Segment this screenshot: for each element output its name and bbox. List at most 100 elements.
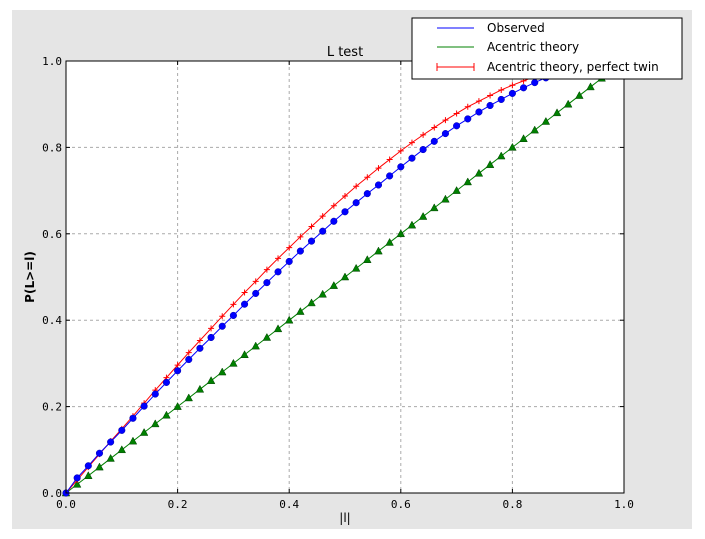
data-point: [397, 163, 405, 171]
x-tick-label: 0.0: [56, 498, 76, 511]
data-point: [117, 445, 127, 454]
data-point: [296, 247, 304, 255]
y-tick-label: 0.2: [42, 401, 62, 414]
data-point: [541, 116, 551, 125]
data-point: [386, 156, 393, 163]
data-point: [330, 202, 337, 209]
data-point: [475, 98, 482, 105]
data-point: [408, 154, 416, 162]
data-point: [329, 281, 339, 289]
data-point: [174, 362, 181, 369]
data-point: [342, 193, 348, 199]
x-tick-label: 0.6: [391, 498, 411, 511]
data-point: [84, 462, 92, 470]
data-point: [129, 414, 137, 422]
data-point: [308, 223, 315, 230]
data-point: [162, 378, 170, 386]
data-point: [375, 165, 382, 172]
data-point: [207, 333, 215, 342]
data-point: [464, 103, 471, 110]
data-point: [396, 229, 406, 238]
data-point: [307, 298, 316, 307]
data-point: [195, 384, 205, 393]
data-point: [397, 147, 404, 154]
data-point: [531, 79, 539, 87]
data-point: [118, 426, 126, 434]
data-point: [151, 419, 160, 428]
data-point: [286, 244, 293, 251]
data-point: [173, 402, 182, 410]
plot-frame: [65, 60, 625, 494]
data-point: [139, 427, 149, 436]
data-point: [196, 337, 203, 344]
data-point: [352, 199, 360, 207]
data-point: [140, 402, 148, 410]
data-point: [552, 108, 562, 117]
data-point: [230, 301, 237, 308]
data-point: [586, 82, 595, 91]
data-point: [330, 217, 338, 225]
legend-label-observed: Observed: [487, 21, 545, 35]
data-point: [453, 122, 461, 130]
data-point: [162, 410, 171, 419]
x-tick-label: 0.2: [168, 498, 188, 511]
y-tick-label: 0.0: [42, 487, 62, 500]
data-point: [508, 142, 517, 151]
data-point: [184, 393, 193, 402]
data-point: [84, 471, 93, 479]
data-point: [430, 203, 439, 212]
data-point: [229, 311, 237, 319]
data-point: [474, 168, 484, 177]
data-point: [275, 255, 282, 262]
data-point: [218, 367, 227, 376]
y-tick-label: 1.0: [42, 55, 62, 68]
data-point: [430, 137, 438, 145]
data-point: [318, 289, 327, 298]
data-point: [106, 453, 115, 462]
data-point: [263, 279, 271, 287]
legend-marker-twin: [436, 63, 475, 71]
data-point: [508, 89, 516, 97]
data-point: [219, 313, 226, 320]
data-point: [240, 350, 249, 359]
x-tick-label: 1.0: [614, 498, 634, 511]
data-point: [575, 91, 584, 99]
x-tick-label: 0.8: [502, 498, 522, 511]
data-point: [374, 246, 383, 255]
data-point: [431, 124, 438, 131]
y-tick-label: 0.8: [42, 141, 62, 154]
data-point: [497, 151, 506, 160]
data-point: [273, 324, 283, 333]
data-point: [408, 139, 415, 146]
data-point: [363, 190, 371, 198]
data-point: [463, 177, 472, 186]
data-point: [364, 174, 371, 181]
data-point: [498, 86, 505, 93]
data-point: [274, 268, 282, 276]
data-point: [319, 227, 327, 235]
data-point: [241, 300, 249, 308]
data-point: [206, 376, 216, 384]
y-tick-label: 0.6: [42, 228, 62, 241]
data-point: [95, 462, 104, 471]
data-point: [185, 349, 192, 356]
data-point: [407, 220, 417, 229]
data-point: [419, 146, 427, 154]
data-point: [263, 266, 270, 273]
data-point: [252, 278, 259, 285]
data-point: [319, 213, 326, 220]
x-axis-label: |l|: [339, 511, 350, 525]
data-point: [386, 172, 394, 180]
data-point: [486, 101, 494, 110]
data-point: [241, 289, 248, 296]
data-point: [351, 263, 361, 272]
data-point: [563, 99, 573, 108]
data-point: [151, 390, 159, 398]
data-point: [285, 257, 293, 265]
data-point: [509, 82, 516, 89]
data-point: [340, 272, 350, 281]
data-point: [530, 125, 539, 134]
data-point: [229, 358, 238, 367]
data-point: [353, 183, 360, 190]
